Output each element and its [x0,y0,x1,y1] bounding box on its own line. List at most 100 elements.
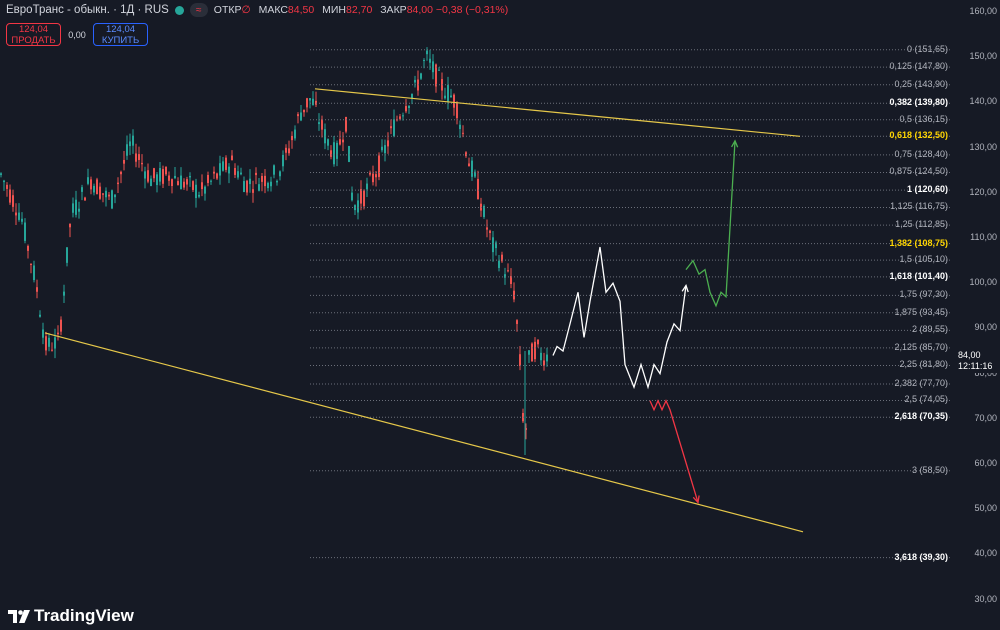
candle-body [96,179,98,195]
data-delay-badge[interactable]: ≈ [189,3,208,17]
candle-body [462,132,464,134]
candle-body [249,178,251,185]
candle-body [243,181,245,193]
candle-body [90,179,92,190]
candle-body [210,180,212,182]
candle-body [246,180,248,193]
candle-body [177,181,179,186]
candle-body [126,144,128,156]
candle-body [228,166,230,174]
price-axis-tick: 90,00 [974,322,997,333]
price-axis-tick: 140,00 [969,96,997,107]
open-value: ∅ [241,4,251,16]
candle-body [321,119,323,130]
candle-body [144,171,146,179]
candle-body [102,193,104,195]
candle-body [225,157,227,170]
candle-body [231,155,233,161]
candle-body [429,58,431,63]
candle-body [489,230,491,234]
arrowhead-bull [731,139,739,148]
price-axis-tick: 70,00 [974,412,997,423]
fib-level-label: 1 (120,60) [906,184,948,195]
candle-body [339,139,341,145]
candle-body [39,314,41,317]
candle-body [534,341,536,360]
fib-level-label: 0,75 (128,40) [894,148,948,159]
candle-body [84,197,86,201]
candle-body [312,98,314,105]
candle-body [459,124,461,130]
candle-body [186,179,188,185]
candle-body [63,291,65,296]
fib-level-label: 2,5 (74,05) [904,394,948,405]
candle-body [33,265,35,281]
candle-body [15,212,17,216]
buy-button[interactable]: 124,04 КУПИТЬ [93,23,148,46]
candle-body [48,337,50,347]
candle-body [399,116,401,119]
candle-body [201,182,203,190]
fib-level-label: 1,875 (93,45) [894,306,948,317]
tradingview-icon [8,609,30,623]
buy-price: 124,04 [105,24,136,35]
candle-body [297,114,299,117]
candle-body [507,270,509,272]
candle-body [12,195,14,207]
sell-label: ПРОДАТЬ [11,34,56,46]
fib-level-label: 1,25 (112,85) [895,219,948,230]
fib-level-label: 1,618 (101,40) [889,270,948,281]
candle-body [327,139,329,146]
brand-name: TradingView [34,606,134,625]
candle-body [291,135,293,141]
candle-body [498,260,500,268]
candle-body [495,242,497,249]
price-axis-tick: 160,00 [969,6,997,16]
candle-body [258,184,260,191]
candle-body [516,320,518,324]
candle-body [309,98,311,101]
candle-body [492,237,494,253]
price-axis-tick: 50,00 [974,503,997,514]
candlestick-series [0,47,548,455]
candle-body [162,169,164,184]
symbol-header[interactable]: ЕвроТранс - обыкн. · 1Д · RUS ≈ ОТКР∅ МА… [6,3,513,17]
candle-body [156,174,158,186]
high-value: 84,50 [287,4,315,16]
candle-body [165,166,167,175]
fib-level-label: 0,25 (143,90) [894,78,948,89]
candle-body [18,212,20,220]
sell-button[interactable]: 124,04 ПРОДАТЬ [6,23,61,46]
candle-body [273,165,275,175]
candle-body [405,106,407,112]
candle-body [501,254,503,262]
price-axis-tick: 40,00 [974,548,997,559]
candle-body [471,160,473,177]
price-axis-tick: 130,00 [969,141,997,152]
candle-body [456,103,458,119]
candle-body [270,181,272,187]
candle-body [336,142,338,159]
candle-body [486,227,488,230]
fib-level-label: 0 (151,65) [906,43,948,54]
tradingview-logo[interactable]: TradingView [8,606,134,626]
candle-body [387,140,389,147]
fib-level-label: 2,382 (77,70) [894,377,948,388]
candle-body [303,109,305,113]
fib-level-label: 1,5 (105,10) [899,254,948,265]
arrowhead-neutral [681,283,689,293]
candle-body [75,199,77,215]
candle-body [141,162,143,165]
fib-level-label: 0,125 (147,80) [889,61,948,72]
candle-body [222,161,224,171]
candle-body [180,175,182,190]
price-axis-tick: 30,00 [974,593,997,604]
symbol-title[interactable]: ЕвроТранс - обыкн. · 1Д · RUS [6,4,169,16]
candle-body [402,115,404,117]
sell-price: 124,04 [18,24,49,35]
candle-body [435,64,437,87]
candle-body [189,176,191,178]
candle-body [27,245,29,251]
candle-body [51,349,53,351]
